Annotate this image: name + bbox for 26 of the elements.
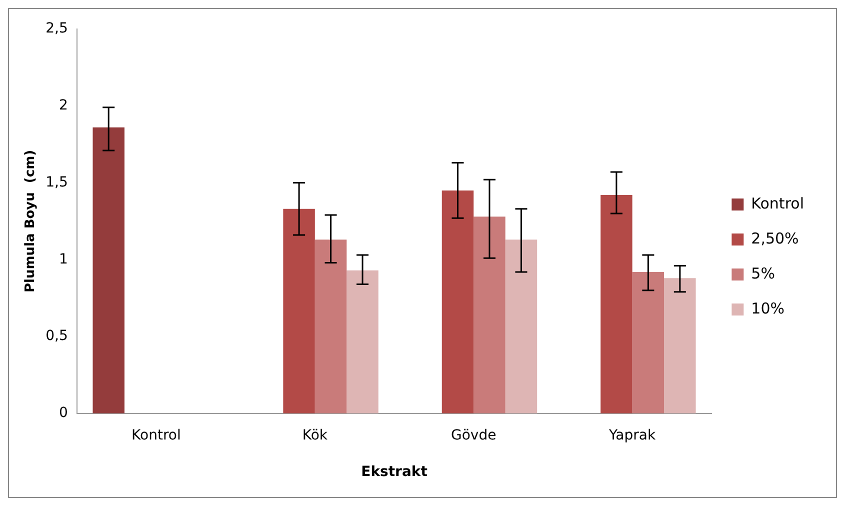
- x-tick-label: Gövde: [451, 427, 496, 444]
- bar: [505, 240, 538, 414]
- legend-label: 5%: [751, 264, 775, 282]
- y-tick-label: 2: [58, 98, 68, 114]
- bar: [314, 240, 347, 414]
- bar: [442, 190, 474, 414]
- x-axis-title: Ekstrakt: [361, 464, 428, 480]
- legend-label: 10%: [751, 299, 785, 318]
- y-tick-label: 1,5: [46, 174, 68, 190]
- bar: [632, 272, 664, 414]
- x-tick-label: Kök: [302, 427, 328, 444]
- y-tick-label: 0: [58, 405, 68, 422]
- y-tick-label: 1: [58, 251, 68, 268]
- bar: [664, 278, 696, 414]
- bar: [346, 270, 378, 414]
- y-axis-title: Plumula Boyu (cm): [23, 150, 38, 292]
- bar: [92, 127, 124, 414]
- legend-label: 2,50%: [751, 229, 799, 248]
- y-tick-label: 0,5: [46, 328, 68, 344]
- x-tick-label: Kontrol: [132, 427, 181, 444]
- bar: [474, 216, 506, 414]
- bar: [283, 208, 315, 414]
- x-tick-label: Yaprak: [608, 427, 656, 444]
- bar: [600, 195, 632, 414]
- y-tick-label: 2,5: [46, 20, 68, 37]
- legend-label: Kontrol: [751, 194, 804, 212]
